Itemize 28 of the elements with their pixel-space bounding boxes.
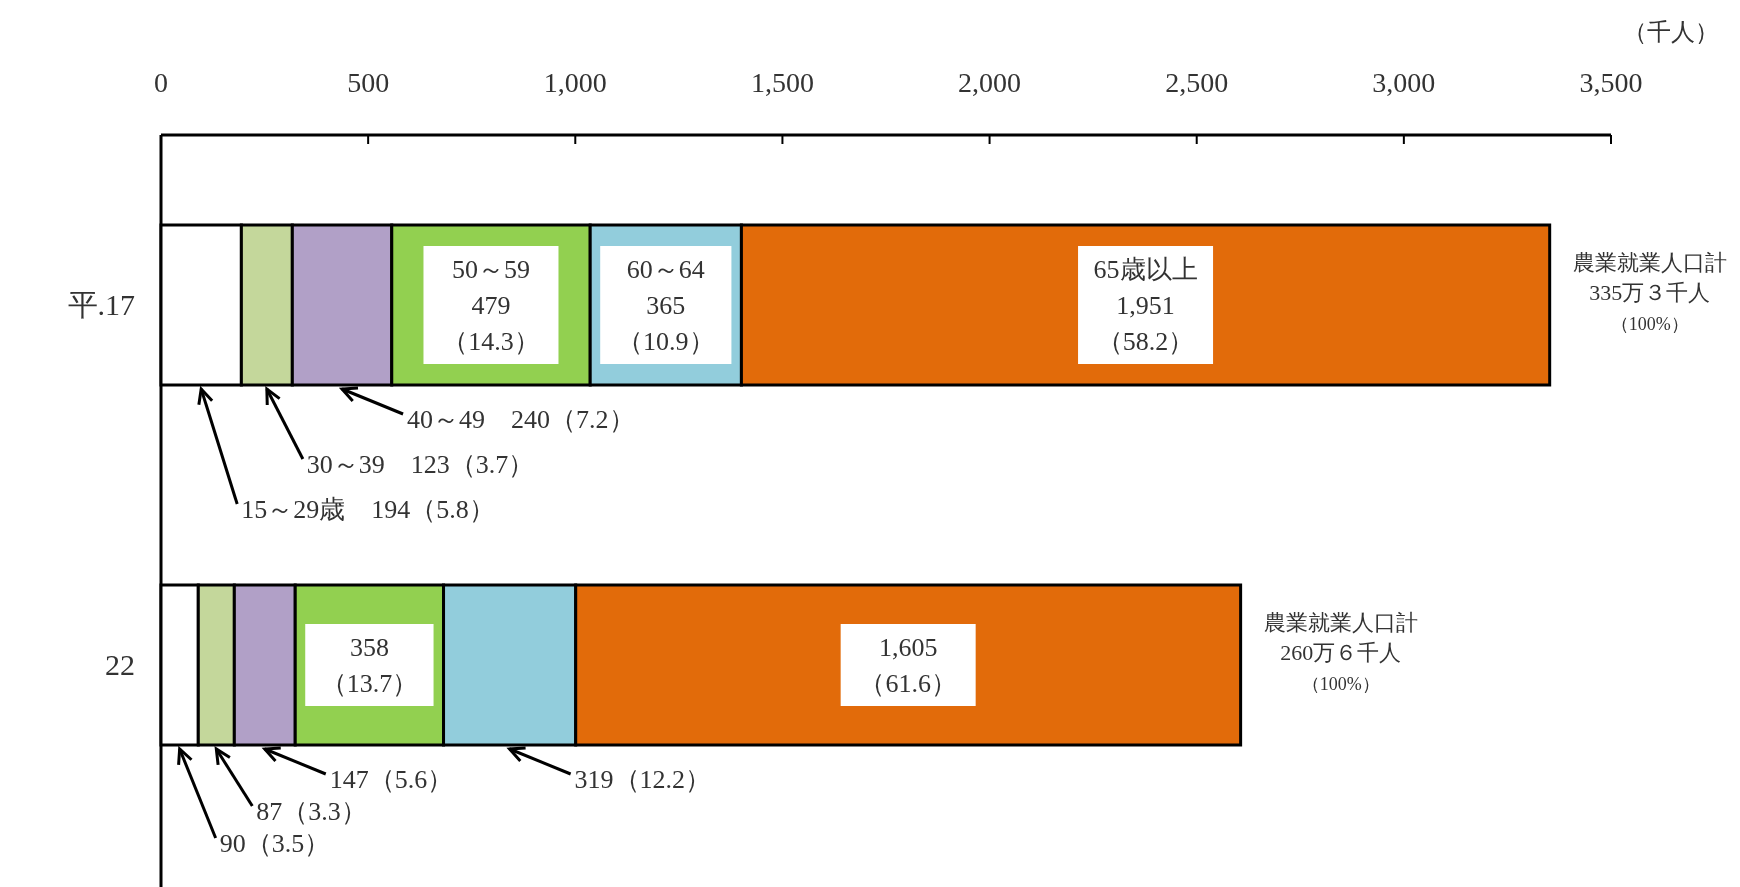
series-label: 60～64: [626, 255, 705, 284]
x-tick-label: 0: [154, 67, 168, 98]
x-tick-label: 2,000: [958, 67, 1022, 98]
x-tick-label: 3,500: [1579, 67, 1643, 98]
x-tick-label: 1,500: [750, 67, 814, 98]
data-label: 1,951（58.2）: [1096, 291, 1195, 356]
data-label: 358（13.7）: [320, 633, 419, 698]
y-tick-label: 22: [105, 648, 135, 681]
x-tick-label: 500: [347, 67, 390, 98]
data-label: 319（12.2）: [574, 765, 712, 794]
text: 40～49 240（7.2）: [407, 405, 635, 434]
total-label: 農業就業人口計260万６千人（100%）: [1263, 610, 1418, 694]
text: 30～39 123（3.7）: [306, 450, 535, 479]
data-label: 479（14.3）: [442, 291, 540, 356]
y-tick-label: 平.17: [67, 288, 135, 321]
data-label: 90（3.5）: [219, 829, 331, 858]
series-label: 65歳以上: [1093, 255, 1198, 284]
x-tick-label: 3,000: [1372, 67, 1436, 98]
data-label: 365（10.9）: [617, 291, 715, 356]
x-axis-title: （千人）: [1623, 19, 1719, 45]
x-tick-label: 2,500: [1165, 67, 1229, 98]
data-label: 147（5.6）: [329, 765, 454, 794]
series-label: 50～59: [451, 255, 530, 284]
x-tick-label: 1,000: [543, 67, 607, 98]
text: 15～29歳 194（5.8）: [241, 495, 495, 524]
data-label: 1,605（61.6）: [859, 633, 957, 698]
data-label: 87（3.3）: [256, 797, 367, 826]
total-label: 農業就業人口計335万３千人（100%）: [1572, 250, 1727, 334]
